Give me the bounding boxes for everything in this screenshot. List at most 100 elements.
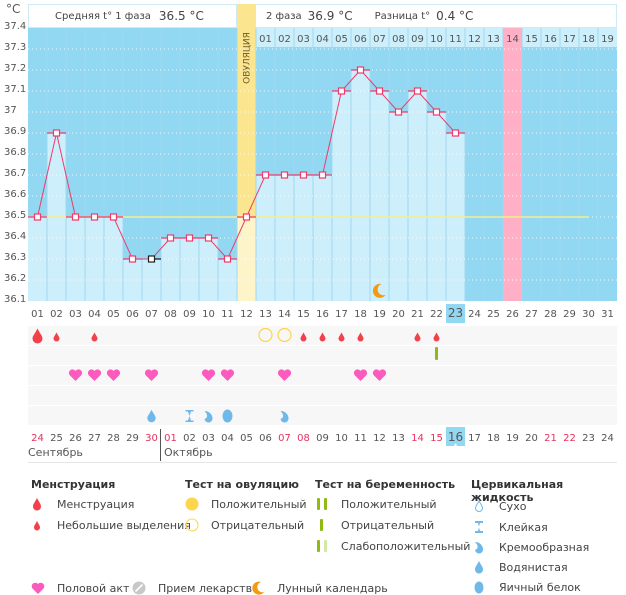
temperature-point: [280, 171, 289, 179]
heart-icon: [144, 369, 159, 381]
y-tick-label: 36.4: [4, 231, 27, 242]
cycle-day-label: 31: [601, 309, 614, 320]
temperature-bar: [332, 91, 351, 301]
calendar-date-label: 23: [582, 433, 595, 444]
legend-item-preg-weak: Слабоположительный: [315, 539, 470, 553]
pregnancy-test-negative-icon: [435, 347, 438, 360]
ovulation-column-lower: [237, 217, 256, 301]
phase2-summary: 2 фаза 36.9 °C Разница t° 0.4 °C: [255, 4, 617, 28]
calendar-date-label: 27: [88, 433, 101, 444]
post-ovulation-day-label: 13: [487, 34, 500, 45]
today-date-highlight: [446, 427, 465, 446]
filled-circle-icon: [185, 497, 199, 511]
cycle-day-label: 20: [392, 309, 405, 320]
calendar-date-label: 10: [335, 433, 348, 444]
temperature-point: [147, 255, 156, 263]
cycle-day-label: 13: [259, 309, 272, 320]
highlighted-day-column: [503, 28, 522, 301]
ovulation-label: ОВУЛЯЦИЯ: [243, 32, 253, 84]
post-ovulation-day-label: 11: [449, 34, 462, 45]
month-divider: [160, 429, 161, 461]
moon-icon: [252, 581, 264, 595]
legend-label: Отрицательный: [211, 518, 305, 532]
temperature-point: [128, 255, 137, 263]
post-ovulation-day-label: 14: [506, 34, 519, 45]
current-day-highlight: [446, 304, 465, 323]
heart-icon: [220, 369, 235, 381]
cycle-day-label: 01: [31, 309, 44, 320]
legend-item-eggwhite: Яичный белок: [473, 580, 581, 594]
legend-title-cervical-fluid: Цервикальная жидкость: [471, 478, 564, 504]
spotting-drop-icon: [414, 332, 421, 342]
y-tick-label: 37.4: [4, 21, 27, 32]
calendar-date-label: 29: [126, 433, 139, 444]
heart-icon: [68, 369, 83, 381]
legend-label: Половой акт: [57, 581, 130, 595]
cycle-day-label: 07: [145, 309, 158, 320]
legend-item-dry: Сухо: [473, 499, 526, 513]
calendar-date-label: 12: [373, 433, 386, 444]
calendar-date-label: 09: [316, 433, 329, 444]
temperature-point: [185, 234, 194, 242]
temperature-point: [356, 66, 365, 74]
watery-drop-icon: [475, 561, 483, 574]
sticky-icon: [475, 521, 483, 533]
calendar-date-label: 17: [468, 433, 481, 444]
temperature-point: [166, 234, 175, 242]
calendar-date-label: 04: [221, 433, 234, 444]
temperature-bar: [427, 112, 446, 301]
post-ovulation-day-label: 02: [278, 34, 291, 45]
diff-value: 0.4 °C: [436, 9, 474, 23]
cycle-day-label: 18: [354, 309, 367, 320]
ovulation-test-negative-icon: [258, 327, 273, 343]
legend-item-preg-negative: Отрицательный: [315, 518, 434, 532]
temperature-point: [318, 171, 327, 179]
cycle-day-label: 19: [373, 309, 386, 320]
legend-item-sticky: Клейкая: [473, 520, 548, 534]
legend-label: Слабоположительный: [341, 539, 471, 553]
legend-label: Клейкая: [499, 520, 548, 534]
creamy-fluid-icon: [280, 411, 289, 423]
symbol-row: [28, 346, 617, 365]
empty-circle-icon: [185, 518, 199, 532]
temperature-point: [71, 213, 80, 221]
unit-label: °C: [6, 2, 21, 16]
post-ovulation-day-label: 01: [259, 34, 272, 45]
temperature-bar: [294, 175, 313, 301]
y-tick-label: 36.5: [4, 210, 27, 221]
y-tick-label: 36.6: [4, 189, 27, 200]
calendar-date-label: 30: [145, 433, 158, 444]
calendar-date-label: 24: [601, 433, 614, 444]
y-tick-label: 36.8: [4, 147, 27, 158]
cycle-day-label: 10: [202, 309, 215, 320]
heart-icon: [87, 369, 102, 381]
spotting-drop-icon: [357, 332, 364, 342]
legend-label: Положительный: [341, 497, 437, 511]
cycle-day-label: 05: [107, 309, 120, 320]
calendar-date-label: 21: [544, 433, 557, 444]
cycle-day-label: 24: [468, 309, 481, 320]
temperature-point: [394, 108, 403, 116]
temperature-point: [242, 213, 251, 221]
legend-label: Небольшие выделения: [57, 518, 191, 532]
calendar-date-label: 06: [259, 433, 272, 444]
dry-drop-icon: [474, 499, 484, 512]
legend-label: Яичный белок: [499, 580, 581, 594]
legend-label: Отрицательный: [341, 518, 435, 532]
spotting-drop-icon: [319, 332, 326, 342]
cycle-day-label: 30: [582, 309, 595, 320]
moon-icon: [372, 283, 386, 298]
creamy-fluid-icon: [204, 411, 213, 423]
temperature-bar: [142, 259, 161, 301]
legend-title-pregnancy-test: Тест на беременность: [315, 478, 456, 491]
y-tick-label: 37: [4, 105, 17, 116]
legend-item-medication: Прием лекарств: [132, 581, 252, 595]
temperature-bar: [85, 217, 104, 301]
temperature-point: [413, 87, 422, 95]
spotting-drop-icon: [91, 332, 98, 342]
cycle-day-label: 14: [278, 309, 291, 320]
phase1-summary: Средняя t° 1 фаза 36.5 °C: [28, 4, 236, 28]
post-ovulation-day-label: 12: [468, 34, 481, 45]
calendar-date-label: 07: [278, 433, 291, 444]
temperature-bar: [161, 238, 180, 301]
